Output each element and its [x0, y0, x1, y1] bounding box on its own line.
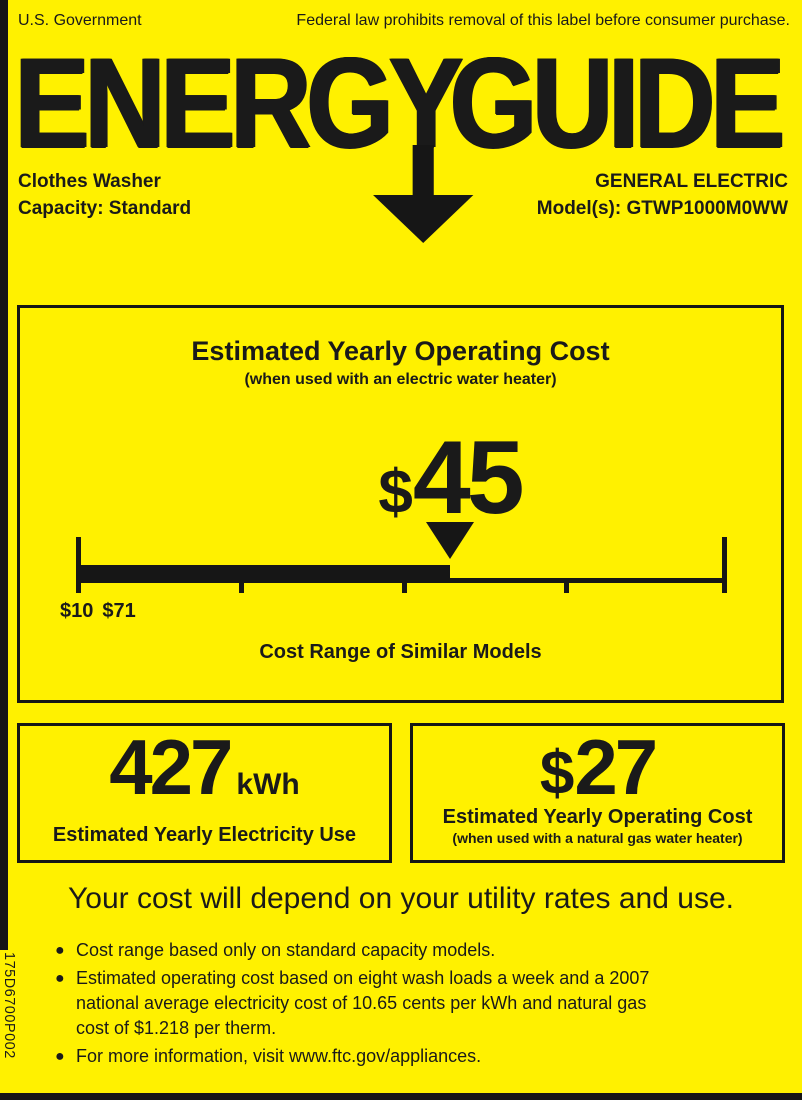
footnote-item: For more information, visit www.ftc.gov/… — [55, 1044, 665, 1069]
government-text: U.S. Government — [18, 12, 142, 29]
label-left-edge-mark — [0, 0, 8, 950]
panel-title: Estimated Yearly Operating Cost — [191, 336, 610, 366]
electricity-caption: Estimated Yearly Electricity Use — [52, 824, 357, 846]
scale-mid-tick — [238, 578, 244, 593]
gas-cost-value: 27 — [574, 723, 658, 811]
product-capacity: Capacity: Standard — [18, 198, 192, 219]
kwh-unit: kWh — [236, 768, 300, 801]
utility-rates-headline: Your cost will depend on your utility ra… — [68, 882, 734, 915]
electricity-figure: 427 kWh — [109, 728, 300, 806]
gas-subcaption: (when used with a natural gas water heat… — [452, 830, 743, 846]
model-number: Model(s): GTWP1000M0WW — [536, 198, 788, 219]
bullet-icon — [55, 966, 76, 1041]
scale-range-fill — [76, 565, 450, 583]
scale-min-label: $10 — [60, 600, 94, 622]
brand-name: GENERAL ELECTRIC — [595, 171, 788, 192]
scale-caption: Cost Range of Similar Models — [259, 641, 542, 663]
scale-range-labels: $10 $71 — [60, 600, 136, 623]
logo-letter-y: Y — [372, 40, 474, 243]
operating-cost-panel: Estimated Yearly Operating Cost (when us… — [17, 305, 784, 703]
scale-mid-tick — [401, 578, 407, 593]
main-cost-figure: $45 — [378, 426, 524, 530]
gas-cost-figure: $27 — [540, 728, 658, 806]
manufacturer-info: GENERAL ELECTRIC Model(s): GTWP1000M0WW — [537, 168, 788, 222]
scale-mid-tick — [564, 578, 570, 593]
footnote-item: Estimated operating cost based on eight … — [55, 966, 665, 1041]
label-part-number: 175D6700P002 — [1, 952, 17, 1059]
cost-value: 45 — [412, 419, 525, 536]
scale-max-label: $71 — [102, 600, 136, 622]
panel-subtitle: (when used with an electric water heater… — [244, 371, 557, 388]
electricity-use-panel: 427 kWh Estimated Yearly Electricity Use — [17, 723, 392, 863]
product-type: Clothes Washer — [18, 171, 161, 192]
logo-word-energ: ENERG — [14, 32, 393, 175]
gas-caption-group: Estimated Yearly Operating Cost (when us… — [443, 806, 753, 846]
energyguide-logo: ENERG Y GUIDE — [14, 32, 785, 243]
cost-scale: $45 — [76, 426, 727, 593]
footnote-item: Cost range based only on standard capaci… — [55, 938, 665, 963]
gas-caption: Estimated Yearly Operating Cost — [442, 806, 753, 828]
federal-law-notice: Federal law prohibits removal of this la… — [296, 12, 790, 29]
dollar-sign: $ — [378, 457, 413, 527]
kwh-value: 427 — [109, 723, 233, 811]
logo-word-guide: GUIDE — [449, 32, 785, 175]
footnote-list: Cost range based only on standard capaci… — [55, 938, 665, 1072]
label-bottom-edge-mark — [0, 1093, 802, 1100]
bullet-icon — [55, 1044, 76, 1069]
product-info: Clothes Washer Capacity: Standard — [18, 168, 191, 222]
down-arrow-icon — [372, 145, 474, 243]
dollar-sign: $ — [539, 739, 575, 808]
scale-right-tick — [722, 537, 727, 593]
cost-marker-triangle — [425, 522, 474, 559]
bullet-icon — [55, 938, 76, 963]
gas-cost-panel: $27 Estimated Yearly Operating Cost (whe… — [410, 723, 785, 863]
